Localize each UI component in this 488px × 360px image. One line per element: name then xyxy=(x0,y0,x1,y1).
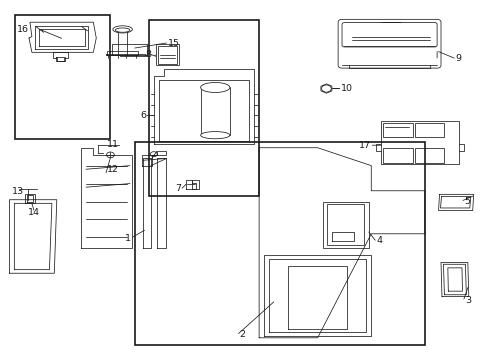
Bar xyxy=(135,142,424,345)
Circle shape xyxy=(150,152,157,157)
Text: 6: 6 xyxy=(140,111,146,120)
Text: 1: 1 xyxy=(125,234,131,243)
Text: 5: 5 xyxy=(463,197,469,206)
Bar xyxy=(327,204,363,245)
Text: 12: 12 xyxy=(107,165,119,174)
Bar xyxy=(158,46,177,64)
Text: 15: 15 xyxy=(167,39,179,48)
Ellipse shape xyxy=(113,26,132,33)
Bar xyxy=(383,123,412,137)
Ellipse shape xyxy=(200,132,229,139)
Text: 16: 16 xyxy=(17,25,29,34)
Text: 10: 10 xyxy=(340,84,352,93)
Text: 11: 11 xyxy=(107,140,119,149)
Text: 13: 13 xyxy=(11,187,23,196)
Text: 2: 2 xyxy=(239,330,245,339)
Bar xyxy=(149,21,259,196)
Circle shape xyxy=(106,152,114,158)
Ellipse shape xyxy=(200,82,229,93)
Bar xyxy=(414,123,444,137)
Bar xyxy=(15,15,110,139)
Bar xyxy=(156,44,179,65)
Text: 7: 7 xyxy=(175,184,181,193)
Bar xyxy=(322,202,368,248)
Text: 3: 3 xyxy=(464,296,470,305)
Bar xyxy=(380,121,458,164)
Text: 14: 14 xyxy=(27,208,40,217)
Bar xyxy=(414,148,444,163)
Text: 8: 8 xyxy=(145,50,152,59)
Text: 17: 17 xyxy=(359,141,370,150)
Text: 9: 9 xyxy=(454,54,460,63)
Circle shape xyxy=(321,85,330,92)
Text: 4: 4 xyxy=(375,237,382,246)
Bar xyxy=(383,148,412,163)
Ellipse shape xyxy=(115,28,130,32)
